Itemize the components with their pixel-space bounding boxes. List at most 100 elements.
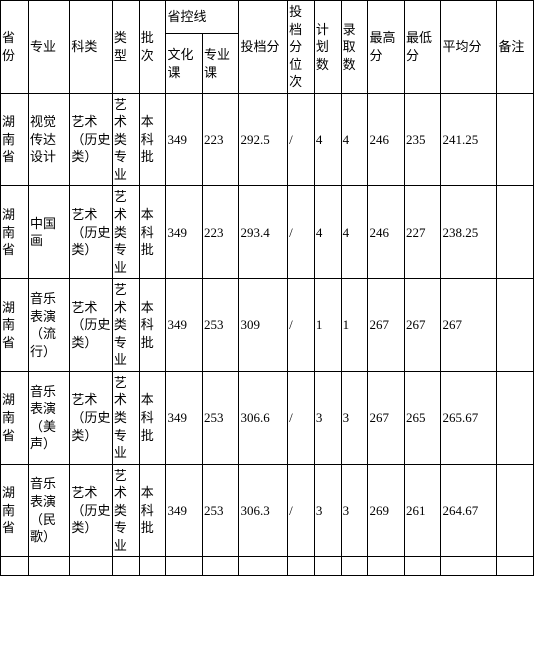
cell-admit: 1 (341, 279, 368, 372)
cell-type: 艺术类专业 (112, 279, 139, 372)
cell-avg: 265.67 (441, 371, 497, 464)
cell-max: 246 (368, 93, 405, 186)
cell-type: 艺术类专业 (112, 464, 139, 557)
col-province: 省份 (1, 1, 29, 94)
table-row: 湖南省音乐表演（美声）艺术（历史类）艺术类专业本科批349253306.6/33… (1, 371, 534, 464)
table-row: 湖南省中国画艺术（历史类）艺术类专业本科批349223293.4/4424622… (1, 186, 534, 279)
cell-type: 艺术类专业 (112, 371, 139, 464)
col-cast-rank: 投档分位次 (288, 1, 315, 94)
cell-category: 艺术（历史类） (70, 279, 113, 372)
cell-rank: / (288, 93, 315, 186)
cell-major: 视觉传达设计 (28, 93, 69, 186)
table-body: 湖南省视觉传达设计艺术（历史类）艺术类专业本科批349223292.5/4424… (1, 93, 534, 575)
cell-remark (497, 93, 534, 186)
cell-remark (497, 279, 534, 372)
cell-plan: 4 (314, 186, 341, 279)
cell-avg: 264.67 (441, 464, 497, 557)
cell-pro: 253 (202, 279, 239, 372)
cell-province: 湖南省 (1, 93, 29, 186)
cell-province: 湖南省 (1, 464, 29, 557)
cell-type: 艺术类专业 (112, 186, 139, 279)
table-row: 湖南省音乐表演（流行）艺术（历史类）艺术类专业本科批349253309/1126… (1, 279, 534, 372)
cell-culture: 349 (166, 93, 203, 186)
cell-remark (497, 186, 534, 279)
col-plan: 计划数 (314, 1, 341, 94)
cell-plan: 3 (314, 371, 341, 464)
cell-culture: 349 (166, 279, 203, 372)
col-culture: 文化课 (166, 34, 203, 93)
cell-category: 艺术（历史类） (70, 186, 113, 279)
col-min: 最低分 (404, 1, 441, 94)
cell-cast: 309 (239, 279, 288, 372)
cell-category: 艺术（历史类） (70, 464, 113, 557)
col-pro: 专业课 (202, 34, 239, 93)
cell-plan: 4 (314, 93, 341, 186)
cell-pro: 253 (202, 371, 239, 464)
cell-min: 265 (404, 371, 441, 464)
cell-max: 267 (368, 371, 405, 464)
cell-batch: 本科批 (139, 464, 166, 557)
cell-culture: 349 (166, 186, 203, 279)
cell-min: 261 (404, 464, 441, 557)
col-type: 类型 (112, 1, 139, 94)
cell-batch: 本科批 (139, 279, 166, 372)
cell-major: 中国画 (28, 186, 69, 279)
col-remark: 备注 (497, 1, 534, 94)
cell-major: 音乐表演（流行） (28, 279, 69, 372)
cell-batch: 本科批 (139, 93, 166, 186)
cell-admit: 3 (341, 371, 368, 464)
cell-cast: 306.3 (239, 464, 288, 557)
cell-avg: 267 (441, 279, 497, 372)
admission-table: 省份 专业 科类 类型 批次 省控线 投档分 投档分位次 计划数 录取数 最高分… (0, 0, 534, 576)
table-row: 湖南省音乐表演（民歌）艺术（历史类）艺术类专业本科批349253306.3/33… (1, 464, 534, 557)
cell-rank: / (288, 186, 315, 279)
cell-min: 267 (404, 279, 441, 372)
cell-batch: 本科批 (139, 371, 166, 464)
col-major: 专业 (28, 1, 69, 94)
table-row: 湖南省视觉传达设计艺术（历史类）艺术类专业本科批349223292.5/4424… (1, 93, 534, 186)
cell-category: 艺术（历史类） (70, 371, 113, 464)
cell-avg: 241.25 (441, 93, 497, 186)
cell-batch: 本科批 (139, 186, 166, 279)
cell-max: 267 (368, 279, 405, 372)
col-control-line: 省控线 (166, 1, 239, 34)
cell-max: 269 (368, 464, 405, 557)
cell-cast: 293.4 (239, 186, 288, 279)
col-cast-score: 投档分 (239, 1, 288, 94)
cell-major: 音乐表演（民歌） (28, 464, 69, 557)
col-avg: 平均分 (441, 1, 497, 94)
cell-category: 艺术（历史类） (70, 93, 113, 186)
cell-culture: 349 (166, 464, 203, 557)
col-category: 科类 (70, 1, 113, 94)
cell-culture: 349 (166, 371, 203, 464)
cell-plan: 3 (314, 464, 341, 557)
cell-province: 湖南省 (1, 371, 29, 464)
cell-pro: 223 (202, 186, 239, 279)
cell-avg: 238.25 (441, 186, 497, 279)
cell-cast: 306.6 (239, 371, 288, 464)
col-admit: 录取数 (341, 1, 368, 94)
cell-rank: / (288, 464, 315, 557)
cell-admit: 3 (341, 464, 368, 557)
cell-major: 音乐表演（美声） (28, 371, 69, 464)
cell-rank: / (288, 279, 315, 372)
cell-remark (497, 371, 534, 464)
cell-rank: / (288, 371, 315, 464)
cell-min: 235 (404, 93, 441, 186)
cell-plan: 1 (314, 279, 341, 372)
cell-pro: 223 (202, 93, 239, 186)
cell-province: 湖南省 (1, 279, 29, 372)
cell-admit: 4 (341, 186, 368, 279)
cell-pro: 253 (202, 464, 239, 557)
col-max: 最高分 (368, 1, 405, 94)
cell-min: 227 (404, 186, 441, 279)
cell-admit: 4 (341, 93, 368, 186)
col-batch: 批次 (139, 1, 166, 94)
table-row (1, 557, 534, 576)
cell-max: 246 (368, 186, 405, 279)
cell-type: 艺术类专业 (112, 93, 139, 186)
cell-province: 湖南省 (1, 186, 29, 279)
table-header: 省份 专业 科类 类型 批次 省控线 投档分 投档分位次 计划数 录取数 最高分… (1, 1, 534, 94)
cell-remark (497, 464, 534, 557)
cell-cast: 292.5 (239, 93, 288, 186)
